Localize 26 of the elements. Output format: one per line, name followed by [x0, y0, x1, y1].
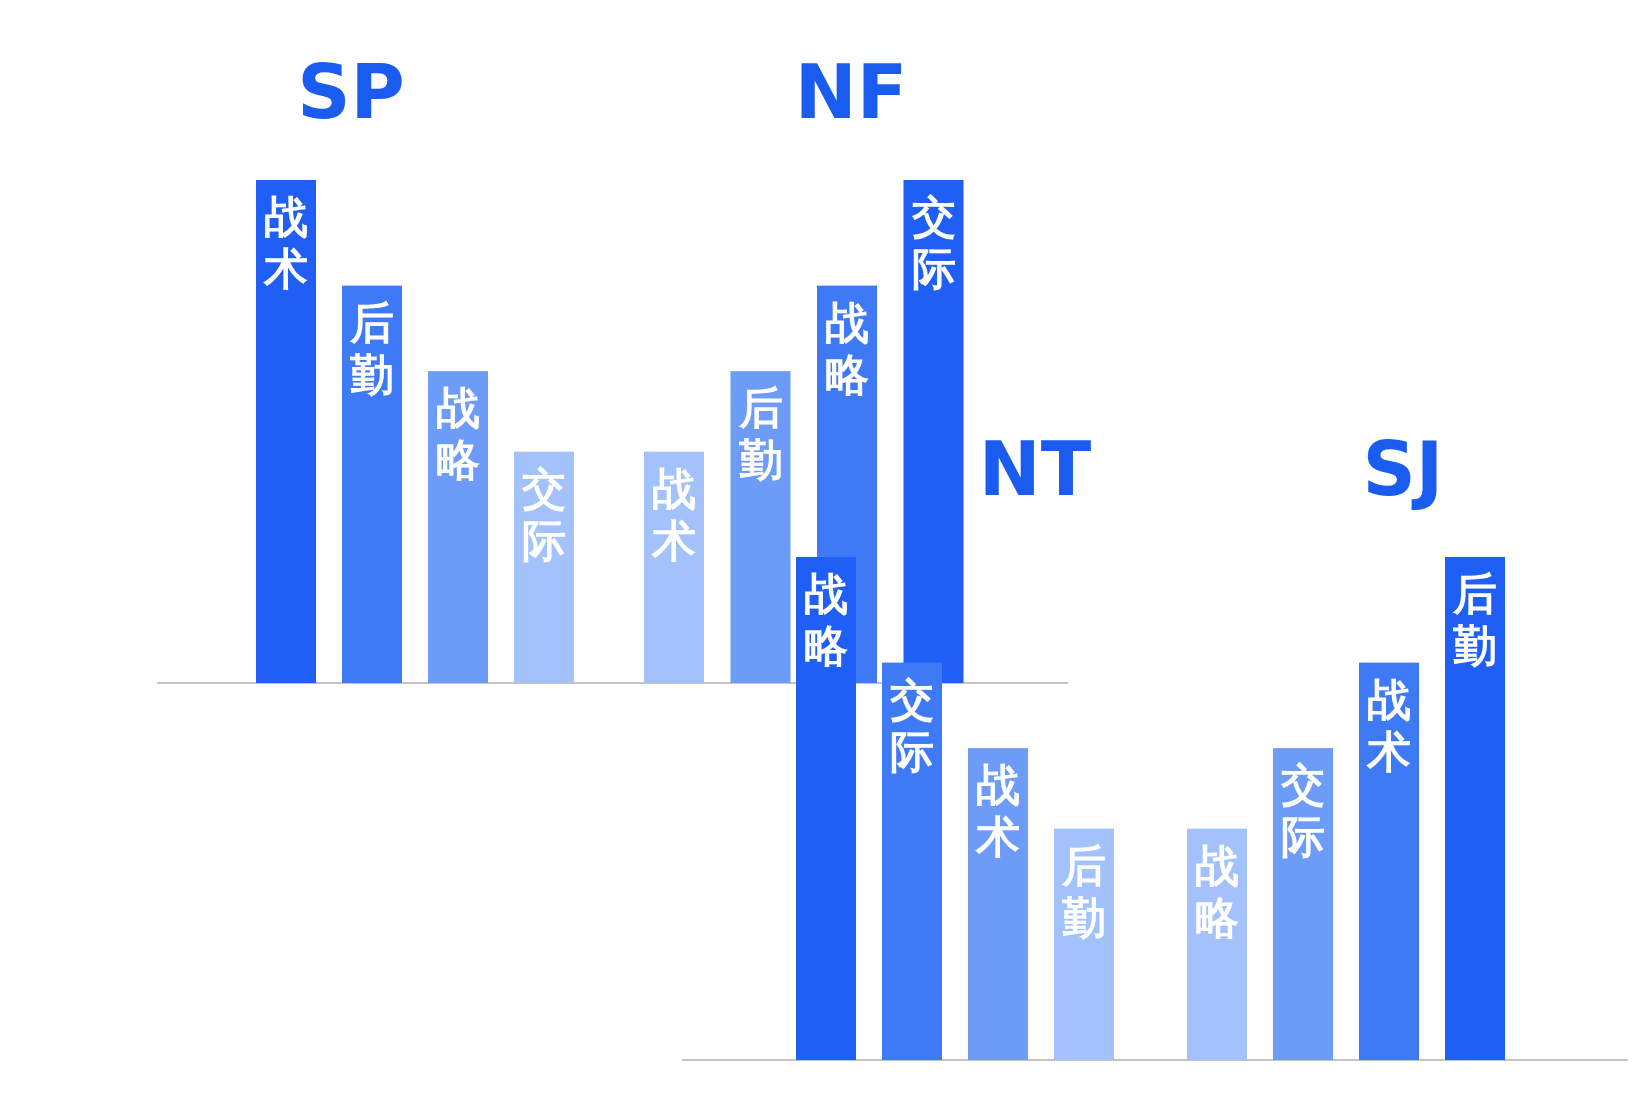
x-tick-label: 后勤: [1452, 568, 1497, 671]
x-tick-label: 后勤: [349, 296, 394, 400]
chart-title: NT: [978, 426, 1092, 512]
x-tick-label: 战略: [804, 568, 848, 671]
x-tick-label: 交际: [521, 462, 566, 566]
x-tick-label: 战略: [436, 382, 480, 486]
bar: [1359, 662, 1419, 1060]
x-tick-label: 交际: [1280, 759, 1325, 863]
bar: [968, 748, 1028, 1060]
x-tick-label: 后勤: [1061, 839, 1106, 943]
x-tick-label: 后勤: [737, 382, 783, 486]
x-tick-label: 交际: [889, 673, 934, 777]
chart-title: SJ: [1362, 426, 1444, 512]
x-tick-label: 战术: [1366, 673, 1411, 777]
bar: [1273, 748, 1333, 1060]
bar: [342, 285, 402, 683]
x-tick-label: 战术: [975, 759, 1020, 863]
x-tick-label: 战略: [825, 296, 869, 400]
bar: [256, 180, 316, 683]
chart-title: SP: [297, 49, 405, 135]
x-tick-label: 交际: [910, 191, 956, 294]
x-tick-label: 战术: [651, 462, 696, 566]
chart-title: NF: [794, 49, 908, 135]
x-tick-label: 战术: [263, 191, 308, 294]
x-tick-label: 战略: [1195, 839, 1239, 943]
bar: [1445, 557, 1505, 1060]
